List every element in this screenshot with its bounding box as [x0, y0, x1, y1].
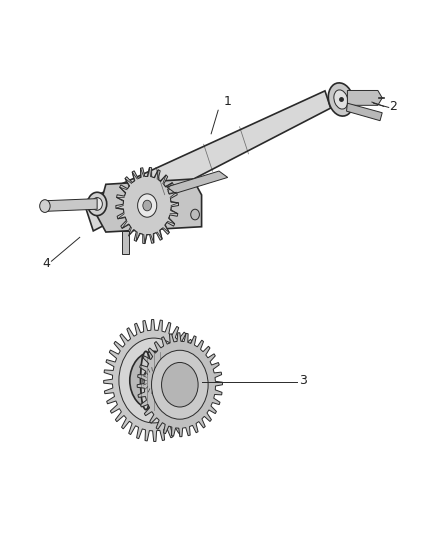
Text: 1: 1 [223, 95, 231, 108]
Text: 3: 3 [300, 374, 307, 387]
Polygon shape [167, 171, 228, 193]
Circle shape [123, 176, 171, 235]
Circle shape [191, 209, 199, 220]
Polygon shape [97, 179, 201, 232]
Circle shape [152, 350, 208, 419]
Ellipse shape [141, 351, 151, 410]
Text: 4: 4 [43, 256, 51, 270]
Polygon shape [116, 167, 179, 244]
Polygon shape [122, 231, 129, 254]
Ellipse shape [334, 90, 348, 109]
Polygon shape [346, 103, 382, 120]
Circle shape [88, 192, 107, 216]
Ellipse shape [328, 83, 353, 116]
Text: 2: 2 [390, 100, 397, 113]
Polygon shape [45, 199, 97, 212]
Circle shape [119, 338, 188, 423]
Circle shape [143, 200, 152, 211]
Circle shape [143, 367, 165, 394]
Circle shape [130, 351, 178, 410]
Circle shape [138, 194, 157, 217]
Circle shape [40, 200, 50, 213]
Circle shape [162, 362, 198, 407]
Polygon shape [104, 319, 204, 441]
Polygon shape [137, 333, 223, 437]
Circle shape [92, 198, 102, 211]
Polygon shape [84, 91, 331, 231]
Polygon shape [347, 91, 382, 106]
